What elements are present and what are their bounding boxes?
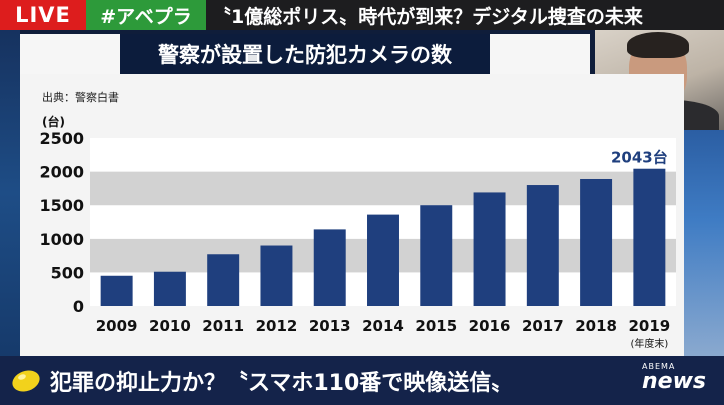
bar-2011 bbox=[207, 254, 240, 306]
studio-background-left bbox=[0, 30, 20, 356]
x-tick-label: 2014 bbox=[362, 317, 404, 335]
x-tick-label: 2010 bbox=[149, 317, 191, 335]
x-tick-label: 2012 bbox=[256, 317, 298, 335]
bar-2010 bbox=[153, 271, 186, 306]
chart-panel: 出典：警察白書 0 500 1000 1500 2000 2500 (台) 2009 2010 2… bbox=[20, 74, 684, 356]
x-tick-label: 2009 bbox=[96, 317, 138, 335]
x-tick-label: 2018 bbox=[575, 317, 617, 335]
ticker-headline: 〝1億総ポリス〟時代が到来？デジタル捜査の未来 bbox=[212, 5, 643, 28]
title-banner: 警察が設置した防犯カメラの数 bbox=[20, 34, 590, 74]
x-axis-unit: (年度末) bbox=[630, 337, 668, 350]
lemon-icon bbox=[12, 370, 40, 392]
caption-bar bbox=[0, 356, 724, 405]
y-axis-unit: (台) bbox=[42, 114, 65, 129]
logo-big-text: news bbox=[642, 369, 707, 394]
y-tick-label: 0 bbox=[73, 297, 84, 316]
x-tick-label: 2011 bbox=[202, 317, 244, 335]
x-tick-label: 2019 bbox=[628, 317, 670, 335]
chart-source: 出典：警察白書 bbox=[42, 91, 119, 104]
x-tick-label: 2017 bbox=[522, 317, 564, 335]
x-tick-label: 2016 bbox=[469, 317, 511, 335]
x-tick-label: 2013 bbox=[309, 317, 351, 335]
y-tick-label: 1000 bbox=[39, 230, 84, 249]
bar-2013 bbox=[313, 229, 346, 306]
live-badge: LIVE bbox=[0, 0, 86, 30]
program-hashtag: #アベプラ bbox=[86, 0, 206, 30]
bar-2019 bbox=[633, 168, 666, 306]
bar-2009 bbox=[100, 275, 133, 306]
bar-chart: 0 500 1000 1500 2000 2500(台) 2009 2010 2011 2012 2… bbox=[39, 114, 676, 350]
y-tick-label: 2500 bbox=[39, 129, 84, 148]
data-label: 2043台 bbox=[611, 149, 668, 167]
bar-2015 bbox=[420, 205, 453, 306]
studio-background-right bbox=[684, 130, 724, 356]
bar-2018 bbox=[580, 178, 613, 306]
chart-title: 警察が設置した防犯カメラの数 bbox=[120, 34, 490, 74]
y-tick-label: 2000 bbox=[39, 163, 84, 182]
abema-news-logo: ABEMA news bbox=[642, 362, 722, 393]
grid-band bbox=[90, 171, 676, 206]
y-tick-label: 1500 bbox=[39, 196, 84, 215]
news-ticker: LIVE #アベプラ 〝1億総ポリス〟時代が到来？デジタル捜査の未来 bbox=[0, 0, 724, 30]
x-tick-label: 2015 bbox=[415, 317, 457, 335]
bar-2014 bbox=[367, 214, 399, 306]
commentator-hair bbox=[627, 32, 689, 58]
bar-2016 bbox=[473, 192, 506, 306]
caption-text: 犯罪の抑止力か？〝スマホ110番で映像送信〟 bbox=[50, 370, 514, 396]
y-tick-label: 500 bbox=[51, 263, 84, 282]
bar-2012 bbox=[260, 245, 293, 306]
logo-small-text: ABEMA bbox=[642, 362, 676, 371]
grid-band bbox=[90, 138, 676, 172]
bar-2017 bbox=[526, 185, 559, 306]
